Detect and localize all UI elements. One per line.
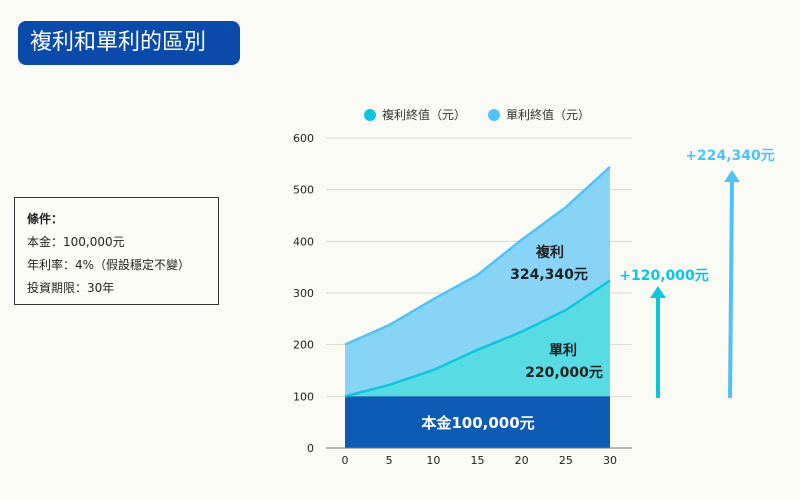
svg-text:100: 100: [293, 390, 314, 403]
svg-text:400: 400: [293, 235, 314, 248]
y-axis-ticks: 0 100 200 300 400 500 600: [293, 132, 314, 455]
svg-text:0: 0: [342, 454, 349, 467]
legend-item-simple[interactable]: 單利終值（元）: [488, 106, 590, 123]
legend-dot-icon: [364, 108, 376, 121]
x-axis-ticks: 0 5 10 15 20 25 30: [342, 454, 618, 467]
legend-dot-icon: [488, 108, 501, 121]
principal-label: 本金100,000元: [421, 414, 534, 432]
svg-text:15: 15: [471, 454, 485, 467]
gridlines: [326, 137, 632, 397]
svg-text:500: 500: [293, 184, 314, 197]
compound-value: 324,340元: [510, 267, 588, 283]
svg-text:200: 200: [293, 339, 314, 352]
upper-line: [344, 166, 611, 346]
gain-large-label: +224,340元: [685, 148, 775, 164]
svg-text:10: 10: [426, 454, 440, 467]
lower-line: [344, 279, 611, 398]
condition-period: 投資期限：30年: [27, 281, 115, 295]
simple-label: 單利: [549, 342, 577, 359]
svg-text:30: 30: [603, 454, 617, 467]
gain-large-arrow: [728, 179, 734, 399]
arrow-up-icon: [724, 170, 740, 182]
svg-text:5: 5: [386, 454, 393, 467]
svg-text:300: 300: [293, 287, 314, 300]
compound-label: 複利: [535, 244, 564, 261]
lower-area: [345, 280, 610, 397]
conditions-title: 條件：: [27, 212, 64, 226]
legend-item-compound[interactable]: 複利終值（元）: [364, 106, 466, 123]
simple-value: 220,000元: [525, 365, 603, 381]
svg-text:25: 25: [559, 454, 573, 467]
gain-small-label: +120,000元: [619, 268, 709, 284]
arrow-up-icon: [650, 286, 666, 298]
chart-legend: 複利終值（元） 單利終值（元）: [364, 106, 590, 123]
legend-label: 複利終值（元）: [382, 108, 467, 122]
condition-principal: 本金：100,000元: [27, 235, 125, 249]
upper-area: [345, 166, 610, 397]
legend-label: 單利終值（元）: [506, 108, 591, 122]
condition-rate: 年利率：4%（假設穩定不變）: [27, 258, 191, 272]
principal-area: [345, 396, 610, 448]
page-title: 複利和單利的區別: [18, 21, 240, 65]
conditions-box: 條件： 本金：100,000元 年利率：4%（假設穩定不變） 投資期限：30年: [14, 197, 219, 305]
svg-text:0: 0: [307, 442, 314, 455]
svg-text:600: 600: [293, 132, 314, 145]
svg-text:20: 20: [515, 454, 529, 467]
